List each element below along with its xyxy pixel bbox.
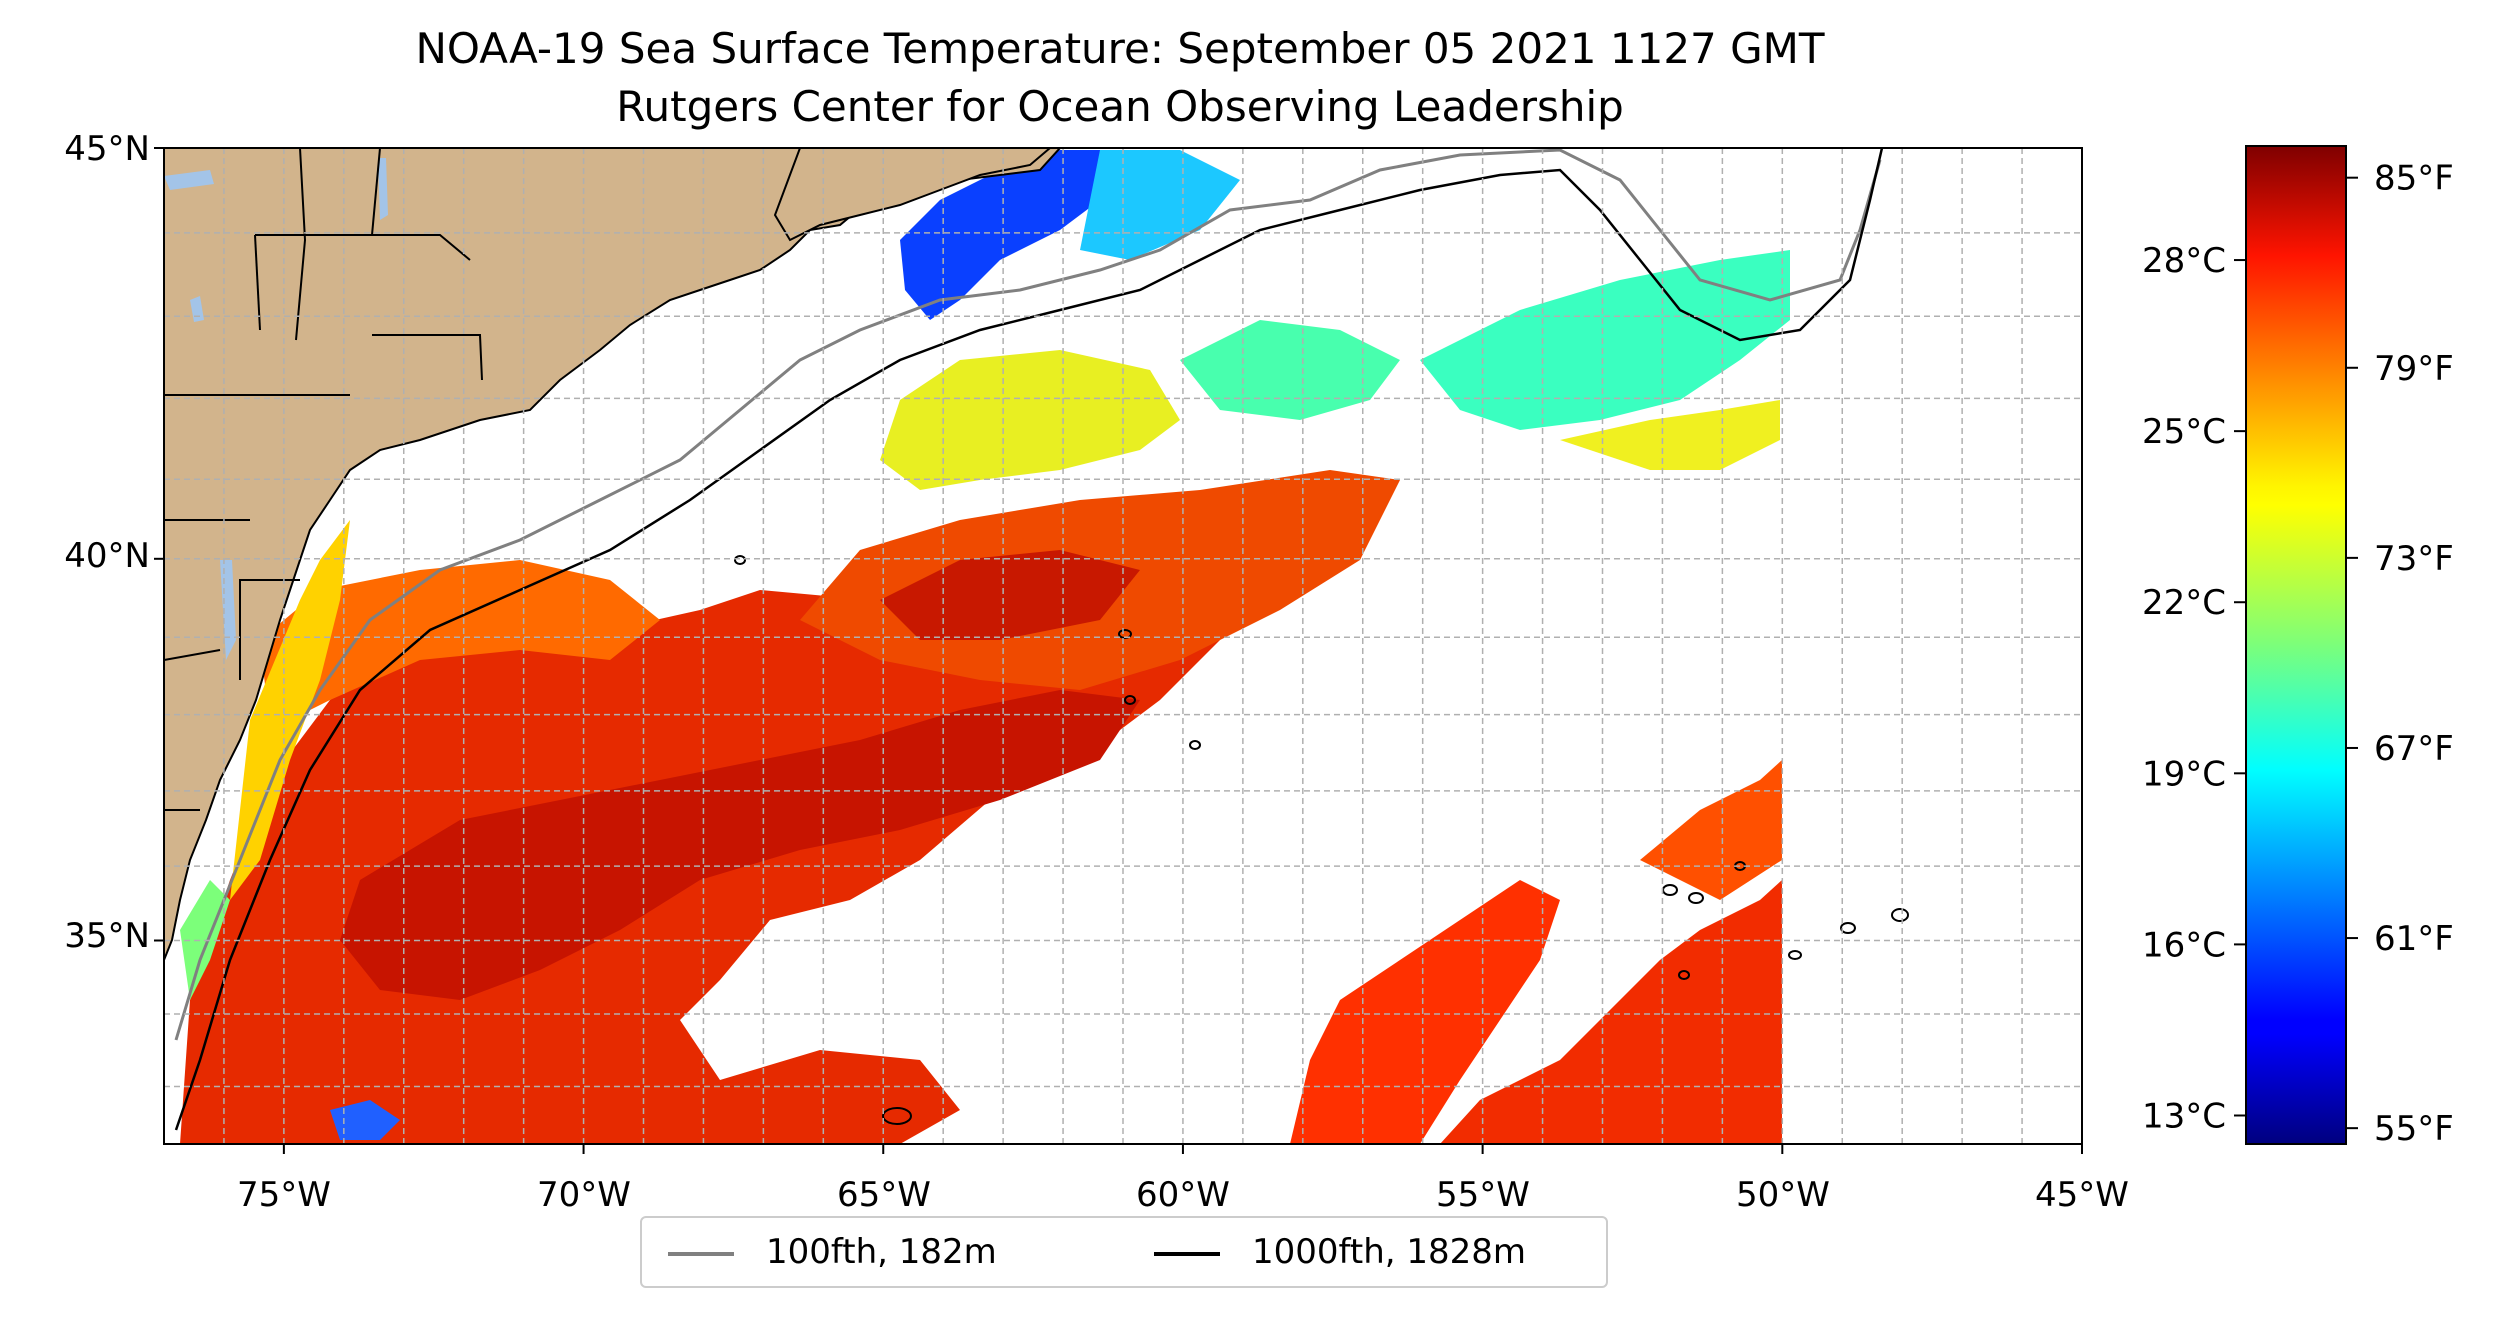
fahrenheit-label-55: 55°F	[2374, 1109, 2454, 1149]
lon-label-60: 60°W	[1136, 1175, 1230, 1215]
legend-swatch-100fth	[668, 1252, 734, 1256]
celsius-label-13: 13°C	[2142, 1096, 2226, 1136]
sst-orange-band	[260, 560, 660, 730]
map-area	[164, 148, 2082, 1144]
celsius-label-19: 19°C	[2142, 754, 2226, 794]
lon-label-70: 70°W	[537, 1175, 631, 1215]
lat-label-35: 35°N	[64, 916, 150, 956]
sst-warm-patch-east	[1640, 760, 1782, 900]
sst-coastal-cool-strip	[230, 520, 350, 900]
chesapeake-bay	[220, 560, 236, 660]
sst-northeast-yellow	[1560, 400, 1780, 470]
isobath-1000fth-line	[174, 148, 1884, 1131]
fahrenheit-label-79: 79°F	[2374, 349, 2454, 389]
lon-label-45: 45°W	[2035, 1175, 2129, 1215]
sst-eddy-core	[880, 550, 1140, 640]
fahrenheit-label-73: 73°F	[2374, 539, 2454, 579]
lake-ontario-edge	[164, 170, 214, 190]
colorbar-ticks	[2234, 176, 2358, 1130]
map-gridlines	[164, 148, 2082, 1144]
sst-warm-region-east	[1440, 880, 1782, 1144]
lat-label-40: 40°N	[64, 536, 150, 576]
latitude-labels: 45°N 40°N 35°N	[64, 129, 150, 956]
sst-cold-gulf-of-maine	[900, 150, 1100, 320]
legend-label-100fth: 100fth, 182m	[766, 1232, 997, 1272]
axis-ticks	[154, 147, 2083, 1154]
figure-title: NOAA-19 Sea Surface Temperature: Septemb…	[415, 24, 1825, 73]
state-borders	[164, 148, 483, 811]
celsius-label-16: 16°C	[2142, 925, 2226, 965]
map-frame	[163, 147, 2083, 1145]
lon-label-50: 50°W	[1736, 1175, 1830, 1215]
legend-swatch-1000fth	[1154, 1252, 1220, 1256]
sst-slope-yellow	[880, 350, 1180, 490]
lake-champlain	[378, 158, 388, 220]
colorbar: 28°C 25°C 22°C 19°C 16°C 13°C 85°F 79°F …	[2142, 145, 2454, 1149]
seamount-outlines	[734, 555, 1909, 1125]
isobath-100fth-line	[174, 148, 1882, 1041]
sst-warm-region-southeast	[1290, 880, 1560, 1144]
lon-label-55: 55°W	[1436, 1175, 1530, 1215]
lat-label-45: 45°N	[64, 129, 150, 169]
celsius-label-22: 22°C	[2142, 583, 2226, 623]
figure-subtitle: Rutgers Center for Ocean Observing Leade…	[616, 82, 1624, 131]
sst-slope-green	[1180, 320, 1400, 420]
lon-label-75: 75°W	[237, 1175, 331, 1215]
finger-lakes	[190, 296, 204, 322]
lon-label-65: 65°W	[837, 1175, 931, 1215]
sst-cold-patch-south	[330, 1100, 400, 1140]
colorbar-frame	[2245, 145, 2347, 1145]
isobath-legend: 100fth, 182m 1000fth, 1828m	[640, 1216, 1608, 1288]
fahrenheit-label-85: 85°F	[2374, 159, 2454, 199]
legend-label-1000fth: 1000fth, 1828m	[1252, 1232, 1527, 1272]
sst-north-cyan	[1420, 250, 1790, 430]
celsius-label-25: 25°C	[2142, 412, 2226, 452]
longitude-labels: 75°W 70°W 65°W 60°W 55°W 50°W 45°W	[237, 1175, 2129, 1215]
fahrenheit-label-67: 67°F	[2374, 729, 2454, 769]
fahrenheit-label-61: 61°F	[2374, 919, 2454, 959]
land-nova-scotia	[773, 148, 1052, 242]
sst-core-region	[340, 690, 1140, 1000]
celsius-label-28: 28°C	[2142, 241, 2226, 281]
colorbar-gradient	[2246, 146, 2346, 1144]
